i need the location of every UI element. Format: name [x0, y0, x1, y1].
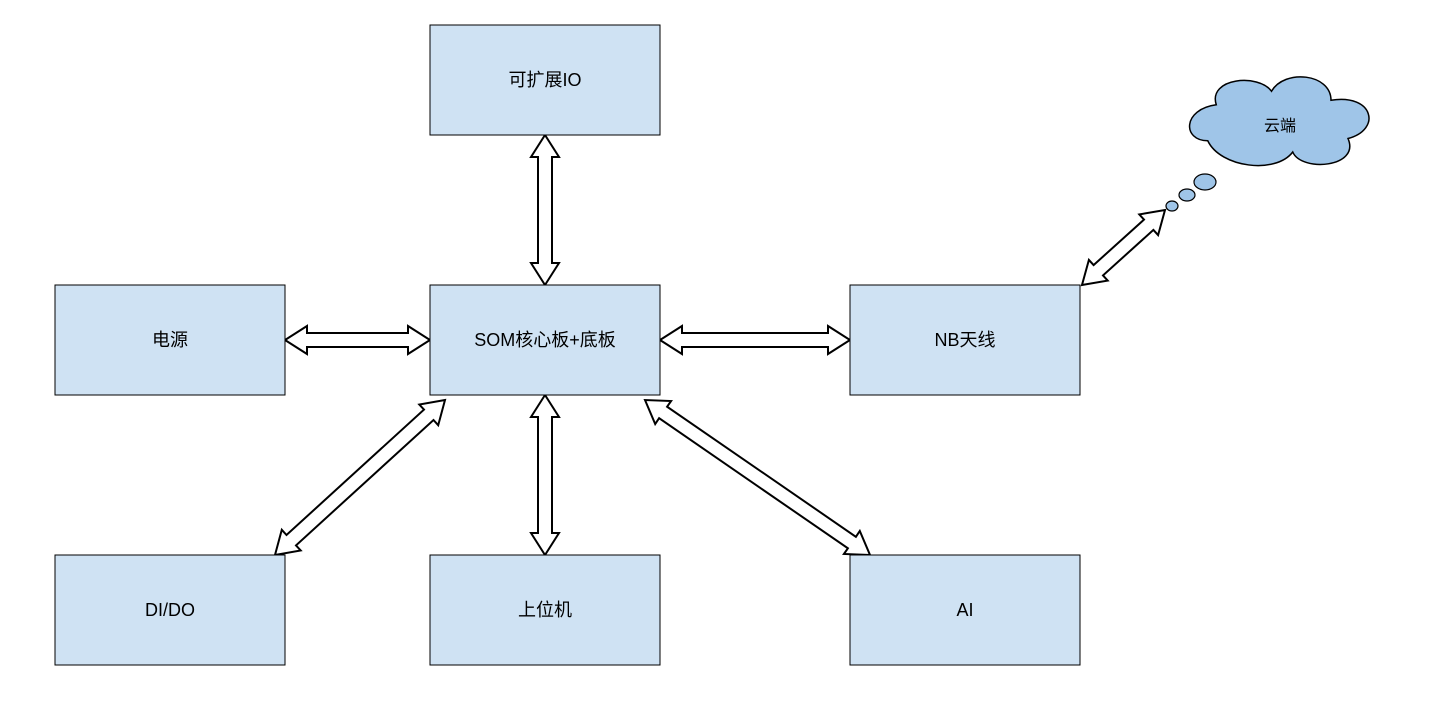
node-host: 上位机 — [430, 555, 660, 665]
node-io: 可扩展IO — [430, 25, 660, 135]
arrow-som-io — [531, 135, 559, 285]
cloud-bubble-2 — [1166, 201, 1178, 211]
arrow-som-dido — [275, 400, 445, 555]
arrow-som-ai — [645, 400, 870, 555]
arrow-power-som — [285, 326, 430, 354]
node-io-label: 可扩展IO — [508, 70, 581, 90]
node-power-label: 电源 — [152, 330, 188, 350]
node-nb: NB天线 — [850, 285, 1080, 395]
node-dido-label: DI/DO — [145, 600, 195, 620]
node-som: SOM核心板+底板 — [430, 285, 660, 395]
arrow-nb-cloud — [1082, 210, 1165, 285]
node-nb-label: NB天线 — [934, 330, 995, 350]
arrow-som-host — [531, 395, 559, 555]
cloud-bubble-1 — [1179, 189, 1195, 201]
node-cloud: 云端 — [1166, 77, 1369, 211]
nodes-layer: 可扩展IO 电源 SOM核心板+底板 NB天线 DI/DO 上位机 AI — [55, 25, 1080, 665]
node-dido: DI/DO — [55, 555, 285, 665]
node-power: 电源 — [55, 285, 285, 395]
node-ai-label: AI — [956, 600, 973, 620]
arrow-som-nb — [660, 326, 850, 354]
cloud-bubble-0 — [1194, 174, 1216, 190]
node-host-label: 上位机 — [518, 600, 572, 620]
cloud-label: 云端 — [1264, 117, 1296, 135]
node-ai: AI — [850, 555, 1080, 665]
node-som-label: SOM核心板+底板 — [474, 330, 616, 350]
